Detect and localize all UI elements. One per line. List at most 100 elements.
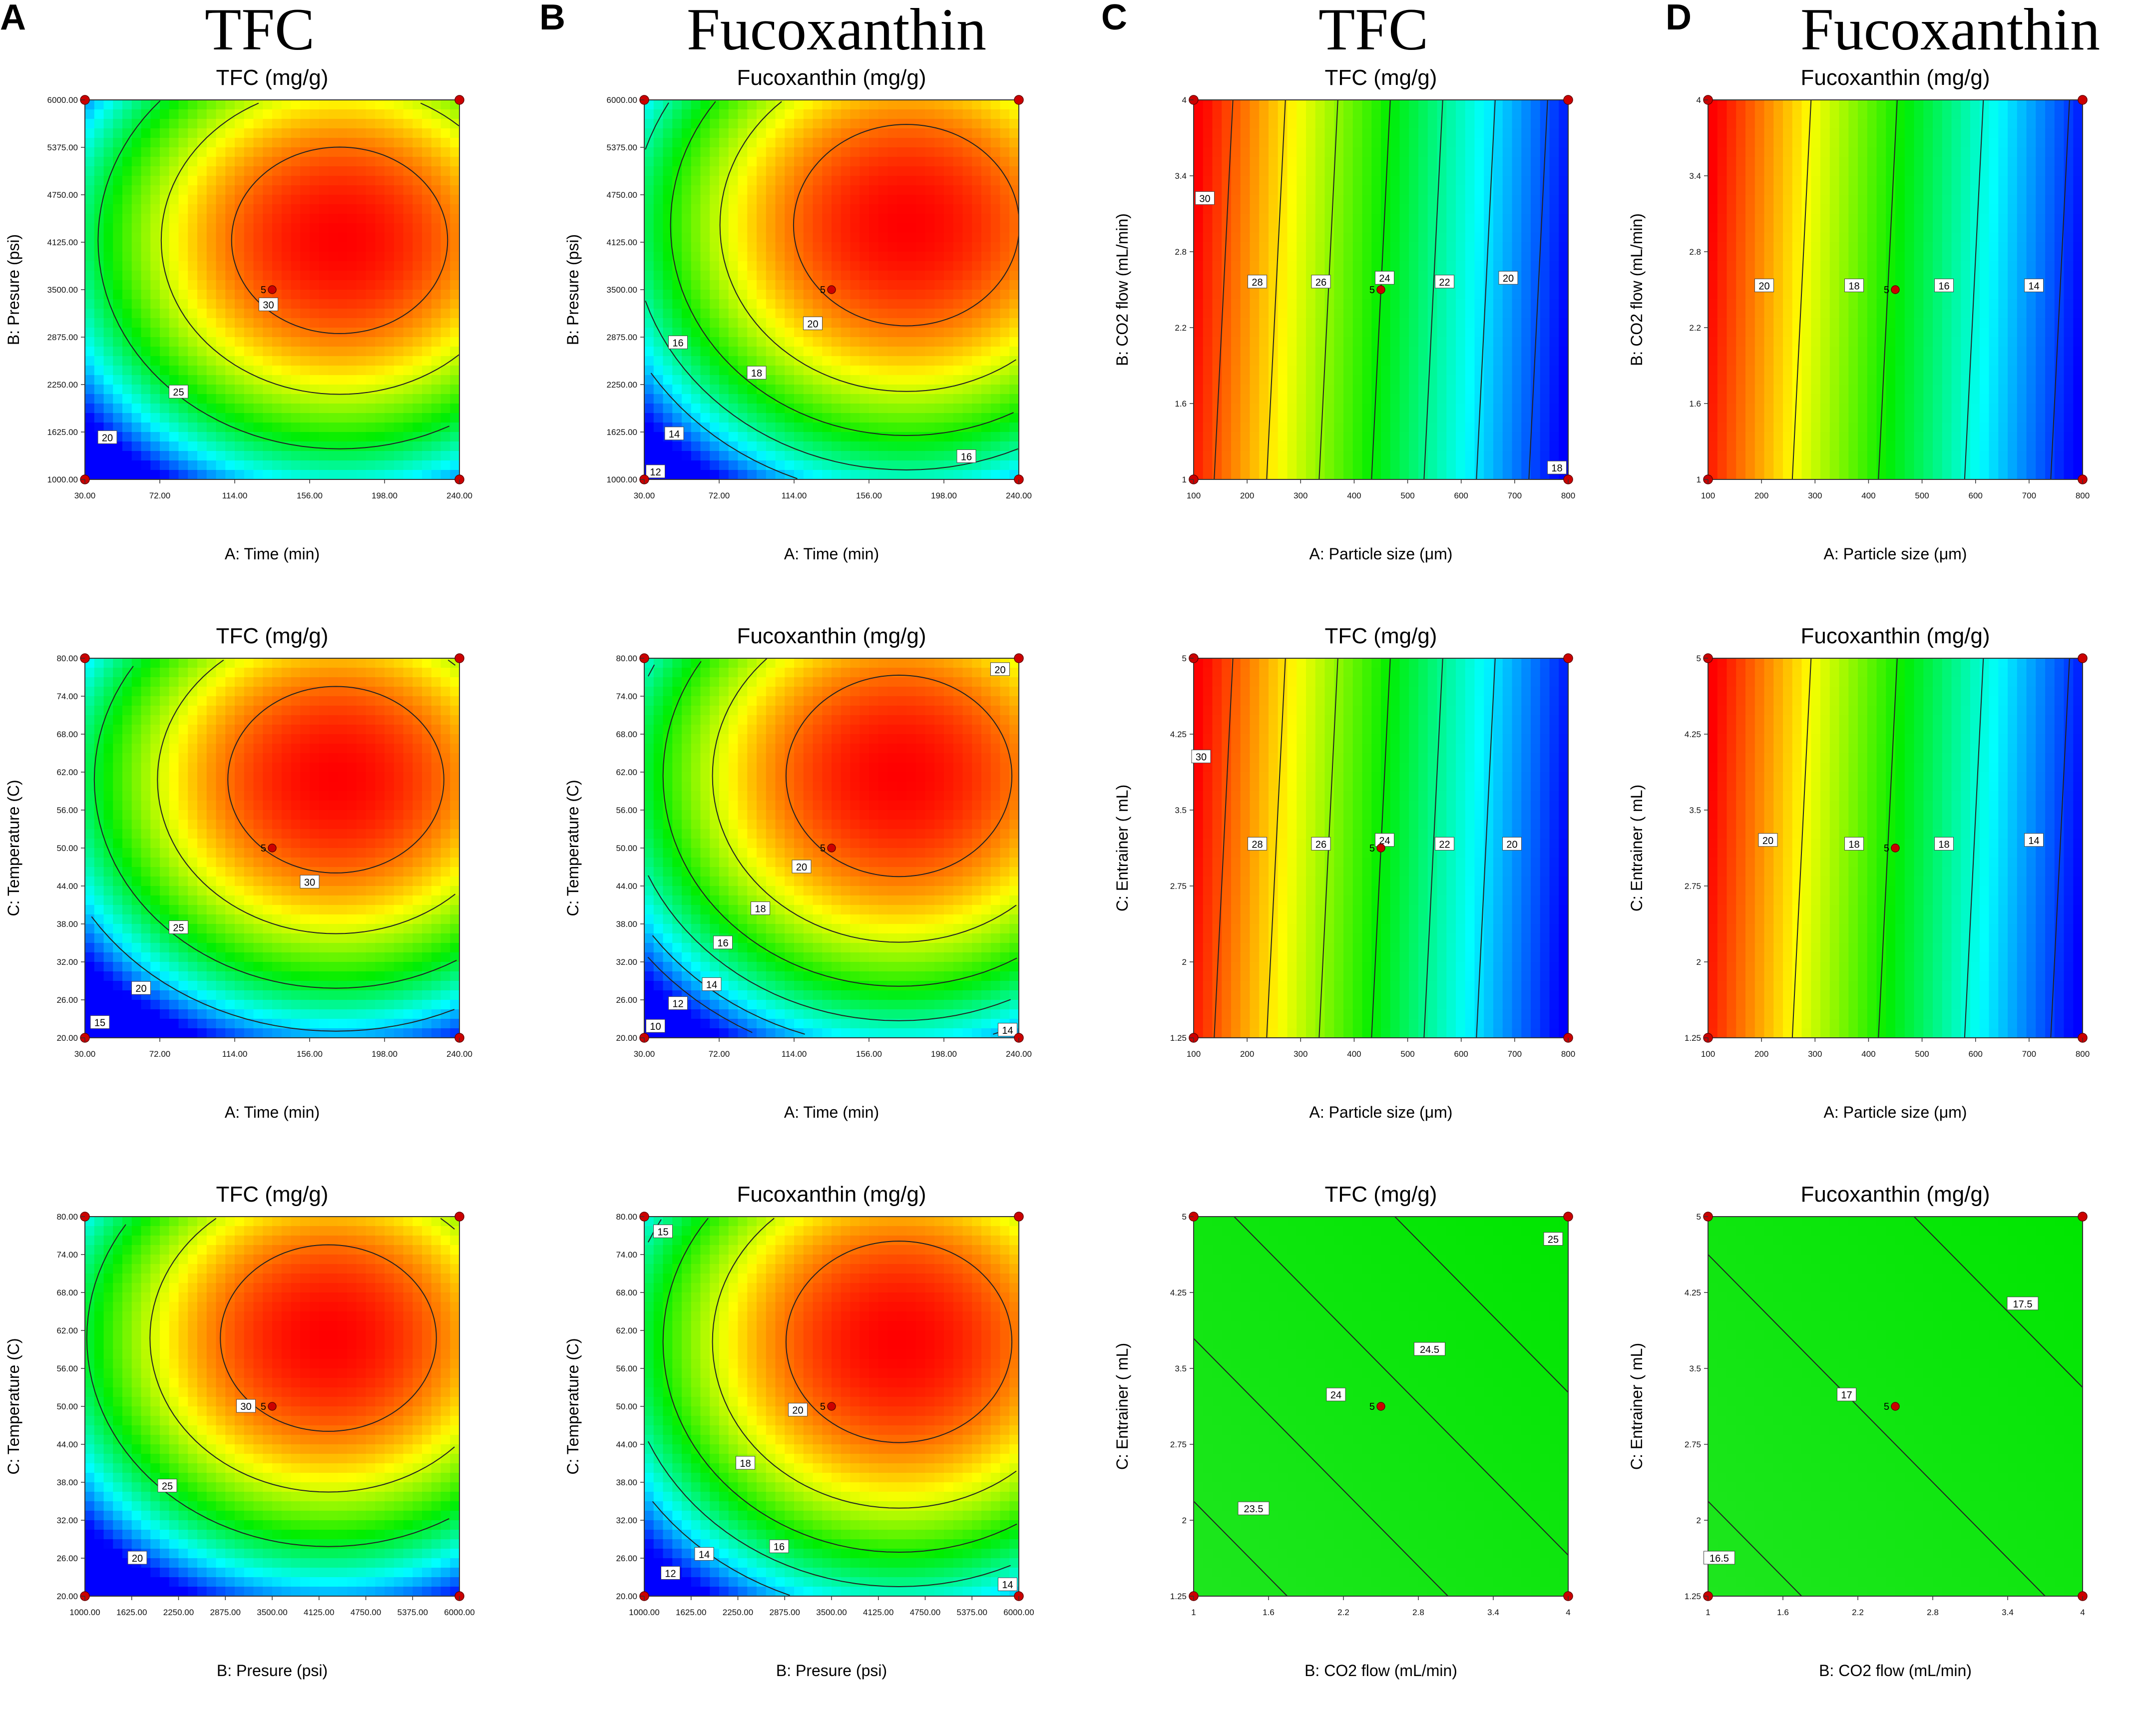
heatmap-cell <box>207 677 216 687</box>
heatmap-cell <box>263 271 272 281</box>
heatmap-cell <box>338 328 347 338</box>
heatmap-cell <box>207 385 216 395</box>
heatmap-cell <box>357 318 366 328</box>
heatmap-cell <box>197 157 207 167</box>
heatmap-cell <box>122 810 132 820</box>
heatmap-cell <box>160 1558 169 1568</box>
heatmap-cell <box>385 252 394 262</box>
heatmap-cell <box>422 791 431 801</box>
heatmap-cell <box>235 347 244 357</box>
heatmap-cell <box>291 271 301 281</box>
heatmap-cell <box>338 876 347 886</box>
heatmap-cell <box>216 810 226 820</box>
heatmap-cell <box>329 791 338 801</box>
heatmap-cell <box>244 1463 254 1473</box>
heatmap-cell <box>431 886 441 896</box>
heatmap-cell <box>225 1236 235 1246</box>
heatmap-cell <box>357 223 366 233</box>
heatmap-cell <box>366 1577 376 1587</box>
heatmap-cell <box>394 242 404 252</box>
heatmap-cell <box>150 128 160 138</box>
heatmap-cell <box>431 1397 441 1407</box>
heatmap-cell <box>94 337 104 347</box>
heatmap-cell <box>366 233 376 243</box>
heatmap-cell <box>263 829 272 839</box>
heatmap-cell <box>197 687 207 697</box>
heatmap-cell <box>207 1435 216 1445</box>
heatmap-cell <box>291 1501 301 1511</box>
heatmap-cell <box>113 1425 122 1435</box>
heatmap-cell <box>366 658 376 668</box>
heatmap-cell <box>104 687 113 697</box>
heatmap-cell <box>216 848 226 858</box>
heatmap-cell <box>357 668 366 678</box>
heatmap-cell <box>169 668 179 678</box>
heatmap-cell <box>150 990 160 1000</box>
heatmap-cell <box>94 1539 104 1549</box>
contour-label-text: 20 <box>132 1553 143 1564</box>
heatmap-cell <box>141 1435 151 1445</box>
heatmap-cell <box>85 299 94 309</box>
heatmap-cell <box>441 810 450 820</box>
heatmap-cell <box>375 1549 385 1559</box>
heatmap-cell <box>282 404 291 414</box>
y-tick-label: 68.00 <box>56 1288 78 1297</box>
heatmap-cell <box>94 848 104 858</box>
heatmap-cell <box>244 119 254 129</box>
heatmap-cell <box>188 470 197 480</box>
heatmap-cell <box>347 744 357 754</box>
heatmap-cell <box>254 119 263 129</box>
heatmap-cell <box>319 971 329 981</box>
heatmap-cell <box>347 337 357 347</box>
heatmap-cell <box>263 753 272 763</box>
heatmap-cell <box>394 1501 404 1511</box>
heatmap-cell <box>347 1473 357 1483</box>
y-tick-label: 74.00 <box>56 692 78 701</box>
heatmap-cell <box>244 1009 254 1019</box>
heatmap-cell <box>404 1387 413 1397</box>
heatmap-cell <box>179 1435 188 1445</box>
heatmap-cell <box>357 1520 366 1530</box>
heatmap-cell <box>113 943 122 953</box>
heatmap-cell <box>179 1283 188 1293</box>
heatmap-cell <box>441 347 450 357</box>
heatmap-cell <box>94 668 104 678</box>
heatmap-cell <box>254 404 263 414</box>
heatmap-cell <box>132 1274 141 1284</box>
heatmap-cell <box>113 470 122 480</box>
heatmap-cell <box>104 1587 113 1597</box>
heatmap-cell <box>244 687 254 697</box>
heatmap-cell <box>216 432 226 442</box>
heatmap-cell <box>141 299 151 309</box>
heatmap-cell <box>282 867 291 877</box>
heatmap-cell <box>254 1245 263 1255</box>
heatmap-cell <box>94 1349 104 1359</box>
heatmap-cell <box>197 366 207 376</box>
heatmap-cell <box>188 782 197 792</box>
heatmap-cell <box>375 1568 385 1578</box>
heatmap-cell <box>431 451 441 461</box>
heatmap-cell <box>375 356 385 366</box>
heatmap-cell <box>225 1217 235 1227</box>
heatmap-cell <box>94 772 104 782</box>
heatmap-cell <box>338 1568 347 1578</box>
heatmap-cell <box>141 157 151 167</box>
heatmap-cell <box>272 687 282 697</box>
heatmap-cell <box>85 696 94 706</box>
heatmap-cell <box>141 413 151 423</box>
heatmap-cell <box>347 242 357 252</box>
heatmap-cell <box>113 128 122 138</box>
heatmap-cell <box>338 242 347 252</box>
heatmap-cell <box>113 1302 122 1312</box>
heatmap-cell <box>357 1274 366 1284</box>
heatmap-cell <box>141 1274 151 1284</box>
heatmap-cell <box>254 375 263 385</box>
heatmap-cell <box>404 441 413 451</box>
heatmap-cell <box>216 820 226 830</box>
heatmap-cell <box>225 905 235 915</box>
heatmap-cell <box>150 668 160 678</box>
heatmap-cell <box>263 337 272 347</box>
heatmap-cell <box>244 1558 254 1568</box>
heatmap-cell <box>254 128 263 138</box>
